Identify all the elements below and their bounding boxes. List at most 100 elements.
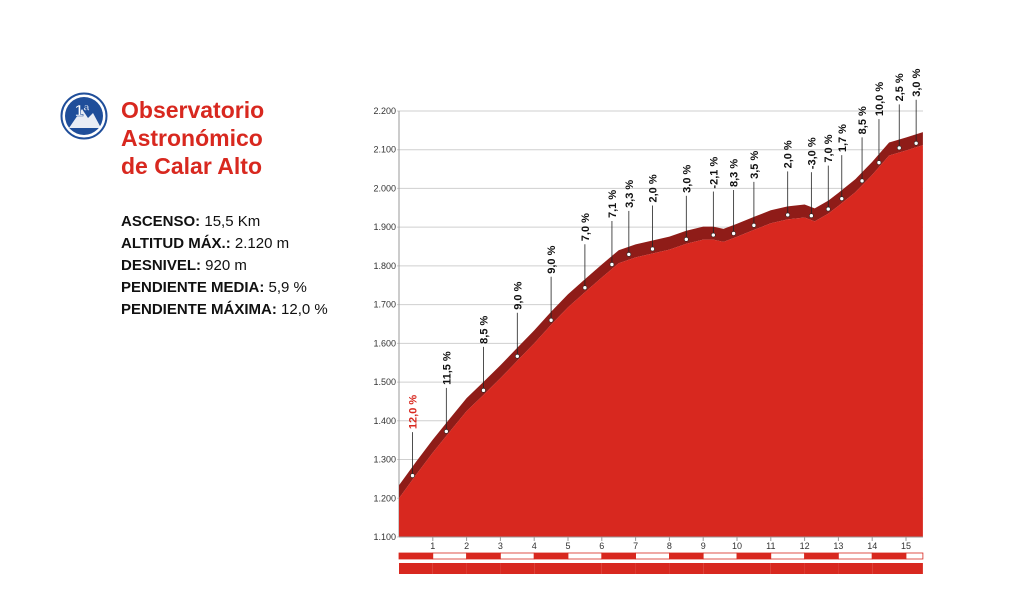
gradient-label: 2,0 % xyxy=(648,174,660,202)
y-tick-label: 1.600 xyxy=(373,338,396,348)
y-tick-label: 1.700 xyxy=(373,300,396,310)
x-tick-label: 11 xyxy=(766,541,775,551)
gradient-point xyxy=(683,237,689,242)
gradient-point xyxy=(650,246,655,252)
gradient-point xyxy=(711,232,716,238)
gradient-label: 8,5 % xyxy=(479,316,491,344)
gradient-point xyxy=(839,196,845,201)
gradient-point xyxy=(444,429,449,434)
km-strip-base xyxy=(500,563,535,574)
km-strip-segment xyxy=(838,552,873,560)
km-strip-segment xyxy=(635,552,670,560)
km-strip-segment xyxy=(804,552,839,560)
gradient-point xyxy=(913,140,919,146)
km-strip-base xyxy=(635,563,670,574)
stat-value: 15,5 Km xyxy=(200,213,261,230)
stat-value: 12,0 % xyxy=(276,301,328,318)
x-tick-label: 5 xyxy=(565,541,570,551)
km-strip-base xyxy=(568,563,602,574)
km-strip-base xyxy=(737,563,771,574)
km-strip-base xyxy=(804,563,839,574)
km-strip-segment xyxy=(702,552,738,560)
km-strip-segment xyxy=(499,552,535,560)
x-tick-label: 2 xyxy=(464,541,469,551)
gradient-label: 7,1 % xyxy=(607,190,619,218)
km-strip-base xyxy=(669,563,704,574)
km-strip-base xyxy=(906,563,923,574)
x-tick-label: 8 xyxy=(667,541,672,551)
y-tick-label: 2.000 xyxy=(373,183,396,193)
climb-stats: ASCENSO: 15,5 Km ALTITUD MÁX.: 2.120 m D… xyxy=(121,211,328,321)
climb-title-line-2: Astronómico xyxy=(121,125,263,151)
gradient-label: 9,0 % xyxy=(512,281,524,309)
climb-title-line-3: de Calar Alto xyxy=(121,153,263,179)
gradient-label: 12,0 % xyxy=(408,395,420,429)
stat-value: 2.120 m xyxy=(230,235,290,252)
km-strip-base xyxy=(399,563,433,574)
stat-pendiente-maxima: PENDIENTE MÁXIMA: 12,0 % xyxy=(121,299,328,321)
km-strip-segment xyxy=(466,552,501,560)
gradient-point xyxy=(896,145,902,151)
km-strip-base xyxy=(534,563,568,574)
x-tick-label: 1 xyxy=(430,541,435,551)
stat-desnivel: DESNIVEL: 920 m xyxy=(121,255,328,277)
y-tick-label: 2.200 xyxy=(373,106,396,116)
km-strip-base xyxy=(770,563,805,574)
km-strip-segment xyxy=(736,552,772,560)
stat-pendiente-media: PENDIENTE MEDIA: 5,9 % xyxy=(121,277,328,299)
y-tick-label: 1.300 xyxy=(373,455,396,465)
gradient-label: 8,5 % xyxy=(857,106,869,134)
category-label: 1ª xyxy=(75,103,90,120)
mountain-icon xyxy=(69,109,101,128)
km-strip-segment xyxy=(770,552,805,560)
gradient-label: -3,0 % xyxy=(806,137,818,169)
km-strip-segment xyxy=(601,552,636,560)
km-strip-segment xyxy=(669,552,704,560)
y-tick-label: 1.800 xyxy=(373,261,396,271)
gradient-point xyxy=(876,160,882,165)
gradient-point xyxy=(609,262,615,267)
gradient-point xyxy=(548,317,554,323)
gradient-point xyxy=(825,206,831,212)
x-tick-label: 15 xyxy=(901,541,911,551)
gradient-point xyxy=(410,473,415,478)
stat-value: 5,9 % xyxy=(264,279,307,296)
x-tick-label: 13 xyxy=(833,541,843,551)
km-strip-base xyxy=(466,563,501,574)
y-tick-label: 1.900 xyxy=(373,222,396,232)
gradient-label: 2,5 % xyxy=(894,73,906,101)
gradient-point xyxy=(626,252,632,257)
y-tick-label: 1.100 xyxy=(373,532,396,542)
gradient-point xyxy=(481,388,486,393)
profile-top-band xyxy=(399,132,923,499)
y-tick-label: 2.100 xyxy=(373,145,396,155)
gradient-point xyxy=(751,223,757,228)
gradient-point xyxy=(809,213,814,218)
gradient-label: 3,0 % xyxy=(911,68,923,96)
km-strip-base xyxy=(872,563,906,574)
stat-ascenso: ASCENSO: 15,5 Km xyxy=(121,211,328,233)
gradient-label: 9,0 % xyxy=(546,245,558,273)
km-strip-segment xyxy=(567,552,603,560)
gradient-label: 3,0 % xyxy=(681,164,693,192)
profile-area xyxy=(399,145,923,537)
climb-title: Observatorio Astronómico de Calar Alto xyxy=(121,96,361,180)
y-tick-label: 1.500 xyxy=(373,377,396,387)
gradient-label: 11,5 % xyxy=(441,351,453,385)
stat-label: PENDIENTE MÁXIMA: xyxy=(121,301,277,318)
km-strip-base xyxy=(601,563,636,574)
gradient-label: 3,3 % xyxy=(624,180,636,208)
km-strip-base xyxy=(432,563,467,574)
km-strip-base xyxy=(838,563,873,574)
category-badge: 1ª xyxy=(60,92,108,140)
gradient-label: 7,0 % xyxy=(823,134,835,162)
gradient-point xyxy=(785,212,791,218)
km-strip-segment xyxy=(533,552,569,560)
gradient-point xyxy=(859,178,865,184)
x-tick-label: 3 xyxy=(498,541,503,551)
gradient-point xyxy=(582,285,588,291)
gradient-point xyxy=(731,231,736,236)
stat-label: DESNIVEL: xyxy=(121,257,202,274)
y-tick-label: 1.400 xyxy=(373,416,396,426)
